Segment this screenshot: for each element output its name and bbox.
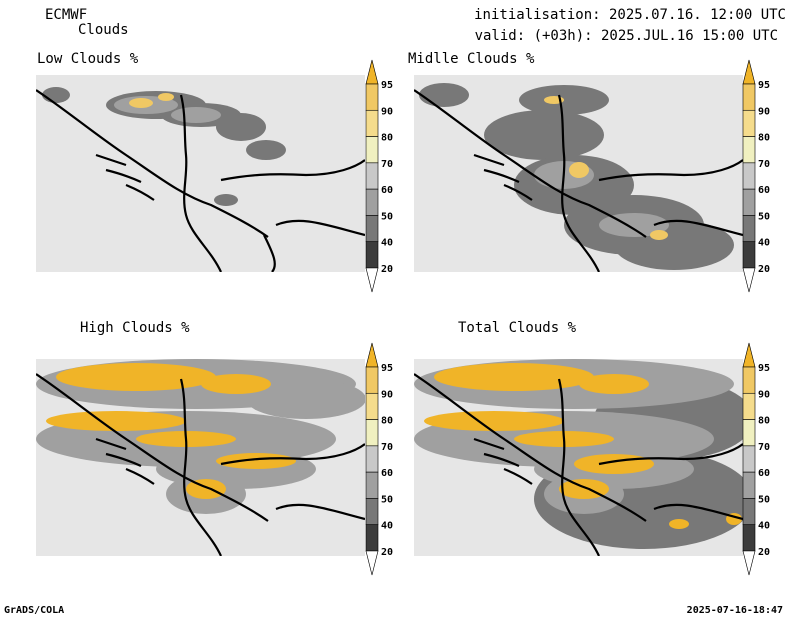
map-panel-low [36,75,365,272]
cloud-map-high [36,359,365,556]
map-panel-total [414,359,743,556]
colorbar-bottom-arrow [742,267,756,293]
colorbar-segment [365,215,379,243]
cloud-map-mid [414,83,743,272]
colorbar-label: 95 [381,363,393,374]
colorbar-segment [742,83,756,111]
colorbar-mid: 95 90 80 70 60 50 40 20 [742,59,770,293]
colorbar-segment [365,392,379,420]
colorbar-label: 40 [758,238,770,249]
colorbar-label: 90 [758,106,770,117]
colorbar-label: 80 [758,133,770,144]
colorbar-segment [742,419,756,447]
colorbar-high: 95 90 80 70 60 50 40 20 [365,342,393,576]
colorbar-bottom-arrow [365,550,379,576]
initialisation-time: initialisation: 2025.07.16. 12:00 UTC [474,7,786,23]
colorbar-label: 95 [758,80,770,91]
colorbar-top-arrow [742,59,756,85]
colorbar-label: 60 [758,468,770,479]
colorbar-total: 95 90 80 70 60 50 40 20 [742,342,770,576]
model-name: ECMWF [45,7,88,23]
colorbar-segment [365,109,379,137]
colorbar-label: 20 [758,264,770,275]
panel-title-high: High Clouds % [80,320,190,336]
colorbar-segment [742,524,756,552]
colorbar-label: 80 [758,416,770,427]
colorbar-segment [742,241,756,269]
colorbar-segment [365,524,379,552]
colorbar-label: 90 [381,389,393,400]
colorbar-label: 60 [381,468,393,479]
panel-title-total: Total Clouds % [458,320,577,336]
colorbar-label: 95 [381,80,393,91]
colorbar-label: 80 [381,133,393,144]
colorbar-segment [742,366,756,394]
colorbar-segment [365,188,379,216]
colorbar-label: 90 [758,389,770,400]
colorbar-segment [742,109,756,137]
colorbar-segment [365,83,379,111]
colorbar-label: 70 [381,442,393,453]
colorbar-segment [742,188,756,216]
map-panel-high [36,359,365,556]
colorbar-label: 70 [758,442,770,453]
footer-timestamp: 2025-07-16-18:47 [686,605,783,616]
colorbar-segment [742,392,756,420]
colorbar-label: 60 [758,185,770,196]
colorbar-segment [742,162,756,190]
colorbar-segment [365,419,379,447]
colorbar-segment [365,162,379,190]
cloud-map-total [414,359,743,556]
colorbar-label: 20 [381,264,393,275]
valid-time: valid: (+03h): 2025.JUL.16 15:00 UTC [474,28,778,44]
colorbar-top-arrow [742,342,756,368]
colorbar-top-arrow [365,59,379,85]
colorbar-label: 80 [381,416,393,427]
colorbar-segment [365,366,379,394]
colorbar-label: 50 [381,211,393,222]
colorbar-segment [742,136,756,164]
colorbar-segment [742,445,756,473]
colorbar-label: 20 [758,547,770,558]
colorbar-segment [742,215,756,243]
colorbar-segment [365,471,379,499]
colorbar-segment [742,498,756,526]
colorbar-bottom-arrow [742,550,756,576]
colorbar-bottom-arrow [365,267,379,293]
colorbar-segment [365,498,379,526]
product-name: Clouds [78,22,129,38]
colorbar-segment [365,136,379,164]
map-panel-mid [414,75,743,272]
colorbar-segment [742,471,756,499]
colorbar-label: 50 [758,211,770,222]
colorbar-label: 40 [758,521,770,532]
colorbar-segment [365,241,379,269]
cloud-map-low [36,87,365,272]
footer-software: GrADS/COLA [4,605,65,616]
colorbar-label: 95 [758,363,770,374]
panel-title-mid: Midlle Clouds % [408,51,535,67]
colorbar-segment [365,445,379,473]
colorbar-label: 60 [381,185,393,196]
colorbar-label: 90 [381,106,393,117]
colorbar-label: 20 [381,547,393,558]
colorbar-label: 50 [381,494,393,505]
colorbar-top-arrow [365,342,379,368]
colorbar-label: 40 [381,521,393,532]
colorbar-label: 40 [381,238,393,249]
colorbar-low: 95 90 80 70 60 50 40 20 [365,59,393,293]
colorbar-label: 50 [758,494,770,505]
colorbar-label: 70 [381,159,393,170]
panel-title-low: Low Clouds % [37,51,139,67]
colorbar-label: 70 [758,159,770,170]
